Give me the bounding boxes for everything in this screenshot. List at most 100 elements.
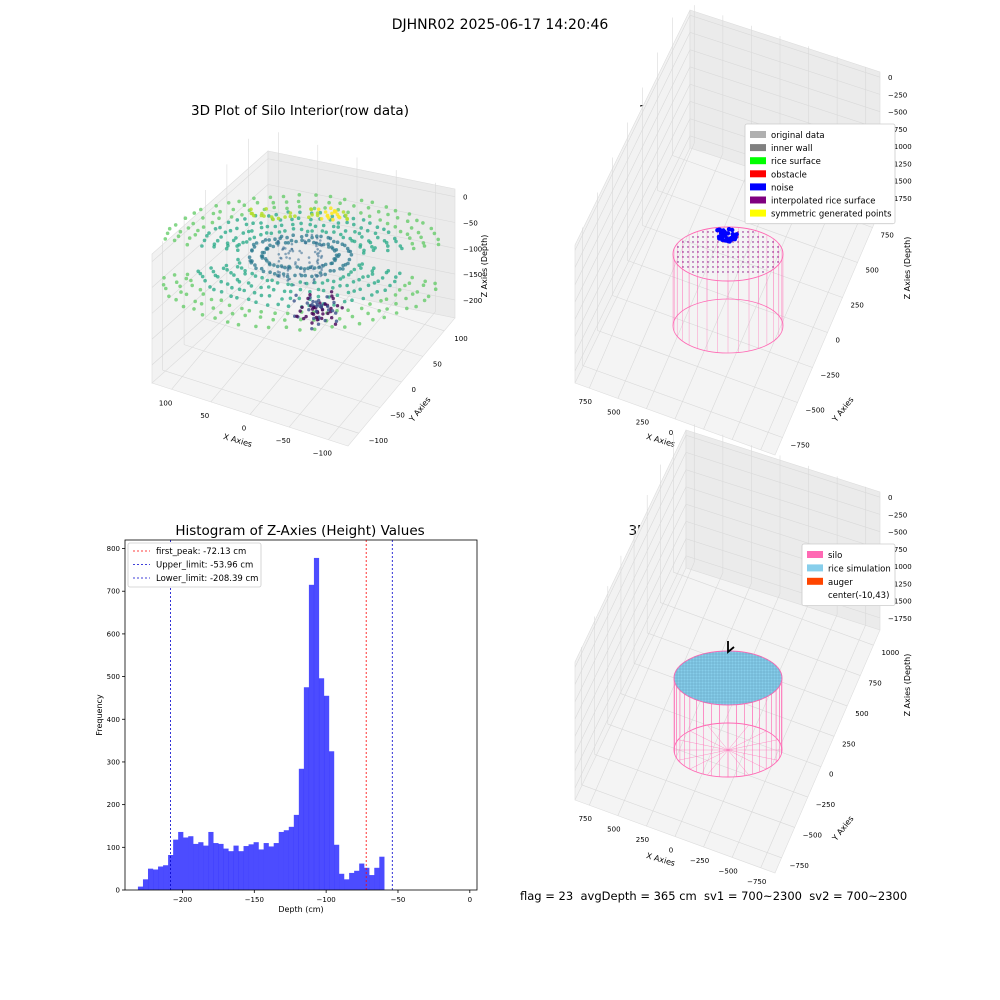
data-point <box>205 234 209 238</box>
data-point <box>223 230 228 235</box>
silo-bottom <box>673 722 783 778</box>
data-point <box>286 241 291 245</box>
data-point <box>319 274 323 278</box>
x-tick-label: 750 <box>579 398 592 406</box>
z-tick-label: −750 <box>888 546 907 554</box>
data-point <box>227 303 232 308</box>
data-point <box>328 236 333 241</box>
data-point <box>282 275 286 278</box>
data-point <box>359 226 364 230</box>
legend-swatch <box>807 564 823 572</box>
data-point <box>299 235 304 239</box>
data-point <box>172 238 177 243</box>
y-tick-label: −500 <box>806 407 825 415</box>
data-point <box>405 306 409 311</box>
grid-line <box>184 344 381 408</box>
data-point <box>350 298 354 303</box>
data-point <box>212 287 216 292</box>
data-point <box>219 235 223 239</box>
grid-line <box>226 293 423 357</box>
data-point <box>375 225 380 229</box>
data-point <box>336 221 341 225</box>
histogram-bar <box>323 695 330 890</box>
data-point <box>320 263 324 267</box>
surface-point <box>712 251 714 253</box>
data-point <box>283 265 287 270</box>
z-tick-label: −1750 <box>888 195 912 203</box>
data-point <box>286 266 290 269</box>
data-point <box>235 218 240 222</box>
surface-point <box>702 241 704 243</box>
data-point <box>294 293 298 297</box>
x-tick-label: 50 <box>200 412 209 420</box>
data-point <box>348 249 353 254</box>
data-point <box>241 240 245 245</box>
data-point <box>221 266 226 271</box>
data-point <box>393 225 398 229</box>
data-point <box>422 298 427 303</box>
data-point <box>337 317 342 321</box>
data-point <box>332 300 336 305</box>
surface-point <box>697 266 699 268</box>
data-point <box>288 289 293 294</box>
y-tick-label: 100 <box>454 335 467 343</box>
data-point <box>254 324 258 329</box>
data-point <box>271 287 276 292</box>
data-point <box>368 221 372 225</box>
data-point <box>252 196 256 201</box>
data-point <box>299 221 303 226</box>
z-tick-label: −150 <box>463 271 482 279</box>
grid-line <box>731 614 838 858</box>
data-point <box>277 275 280 278</box>
data-point <box>283 318 287 322</box>
data-point <box>250 211 254 216</box>
histogram-bar <box>213 843 219 890</box>
data-point <box>286 304 291 309</box>
surface-point <box>762 261 764 263</box>
data-point <box>274 212 279 217</box>
data-point <box>332 303 336 307</box>
surface-point <box>757 266 759 268</box>
surface-point <box>702 271 704 273</box>
surface-point <box>707 271 709 273</box>
data-point <box>189 278 193 283</box>
data-point <box>373 231 378 236</box>
data-point <box>251 221 255 225</box>
data-point <box>377 309 382 313</box>
data-point <box>370 245 374 249</box>
data-point <box>371 317 375 322</box>
data-point <box>219 298 224 303</box>
surface-point <box>742 236 744 238</box>
data-point <box>183 216 188 220</box>
data-point <box>282 289 287 294</box>
data-point <box>327 245 331 249</box>
legend-label: first_peak: -72.13 cm <box>156 547 246 557</box>
data-point <box>229 271 233 275</box>
histogram-bar <box>344 879 350 890</box>
data-point <box>250 229 254 233</box>
data-point <box>393 279 397 284</box>
data-point <box>386 212 390 217</box>
data-point <box>341 263 345 268</box>
data-point <box>198 271 203 276</box>
data-point <box>386 230 391 234</box>
y-tick-label: −50 <box>390 412 405 420</box>
surface-point <box>722 271 724 273</box>
data-point <box>184 276 189 281</box>
grid-line <box>673 571 874 646</box>
data-point <box>282 246 285 249</box>
data-point <box>345 283 349 288</box>
data-point <box>332 230 336 234</box>
data-point <box>288 277 292 281</box>
data-point <box>211 269 216 274</box>
data-point <box>213 227 218 231</box>
surface-point <box>752 251 754 253</box>
data-point <box>237 261 242 265</box>
surface-point <box>777 256 779 258</box>
data-point <box>338 266 342 271</box>
data-point <box>243 272 247 276</box>
data-point <box>186 226 191 230</box>
data-point <box>426 294 431 299</box>
data-point <box>267 294 272 298</box>
data-point <box>398 229 403 234</box>
